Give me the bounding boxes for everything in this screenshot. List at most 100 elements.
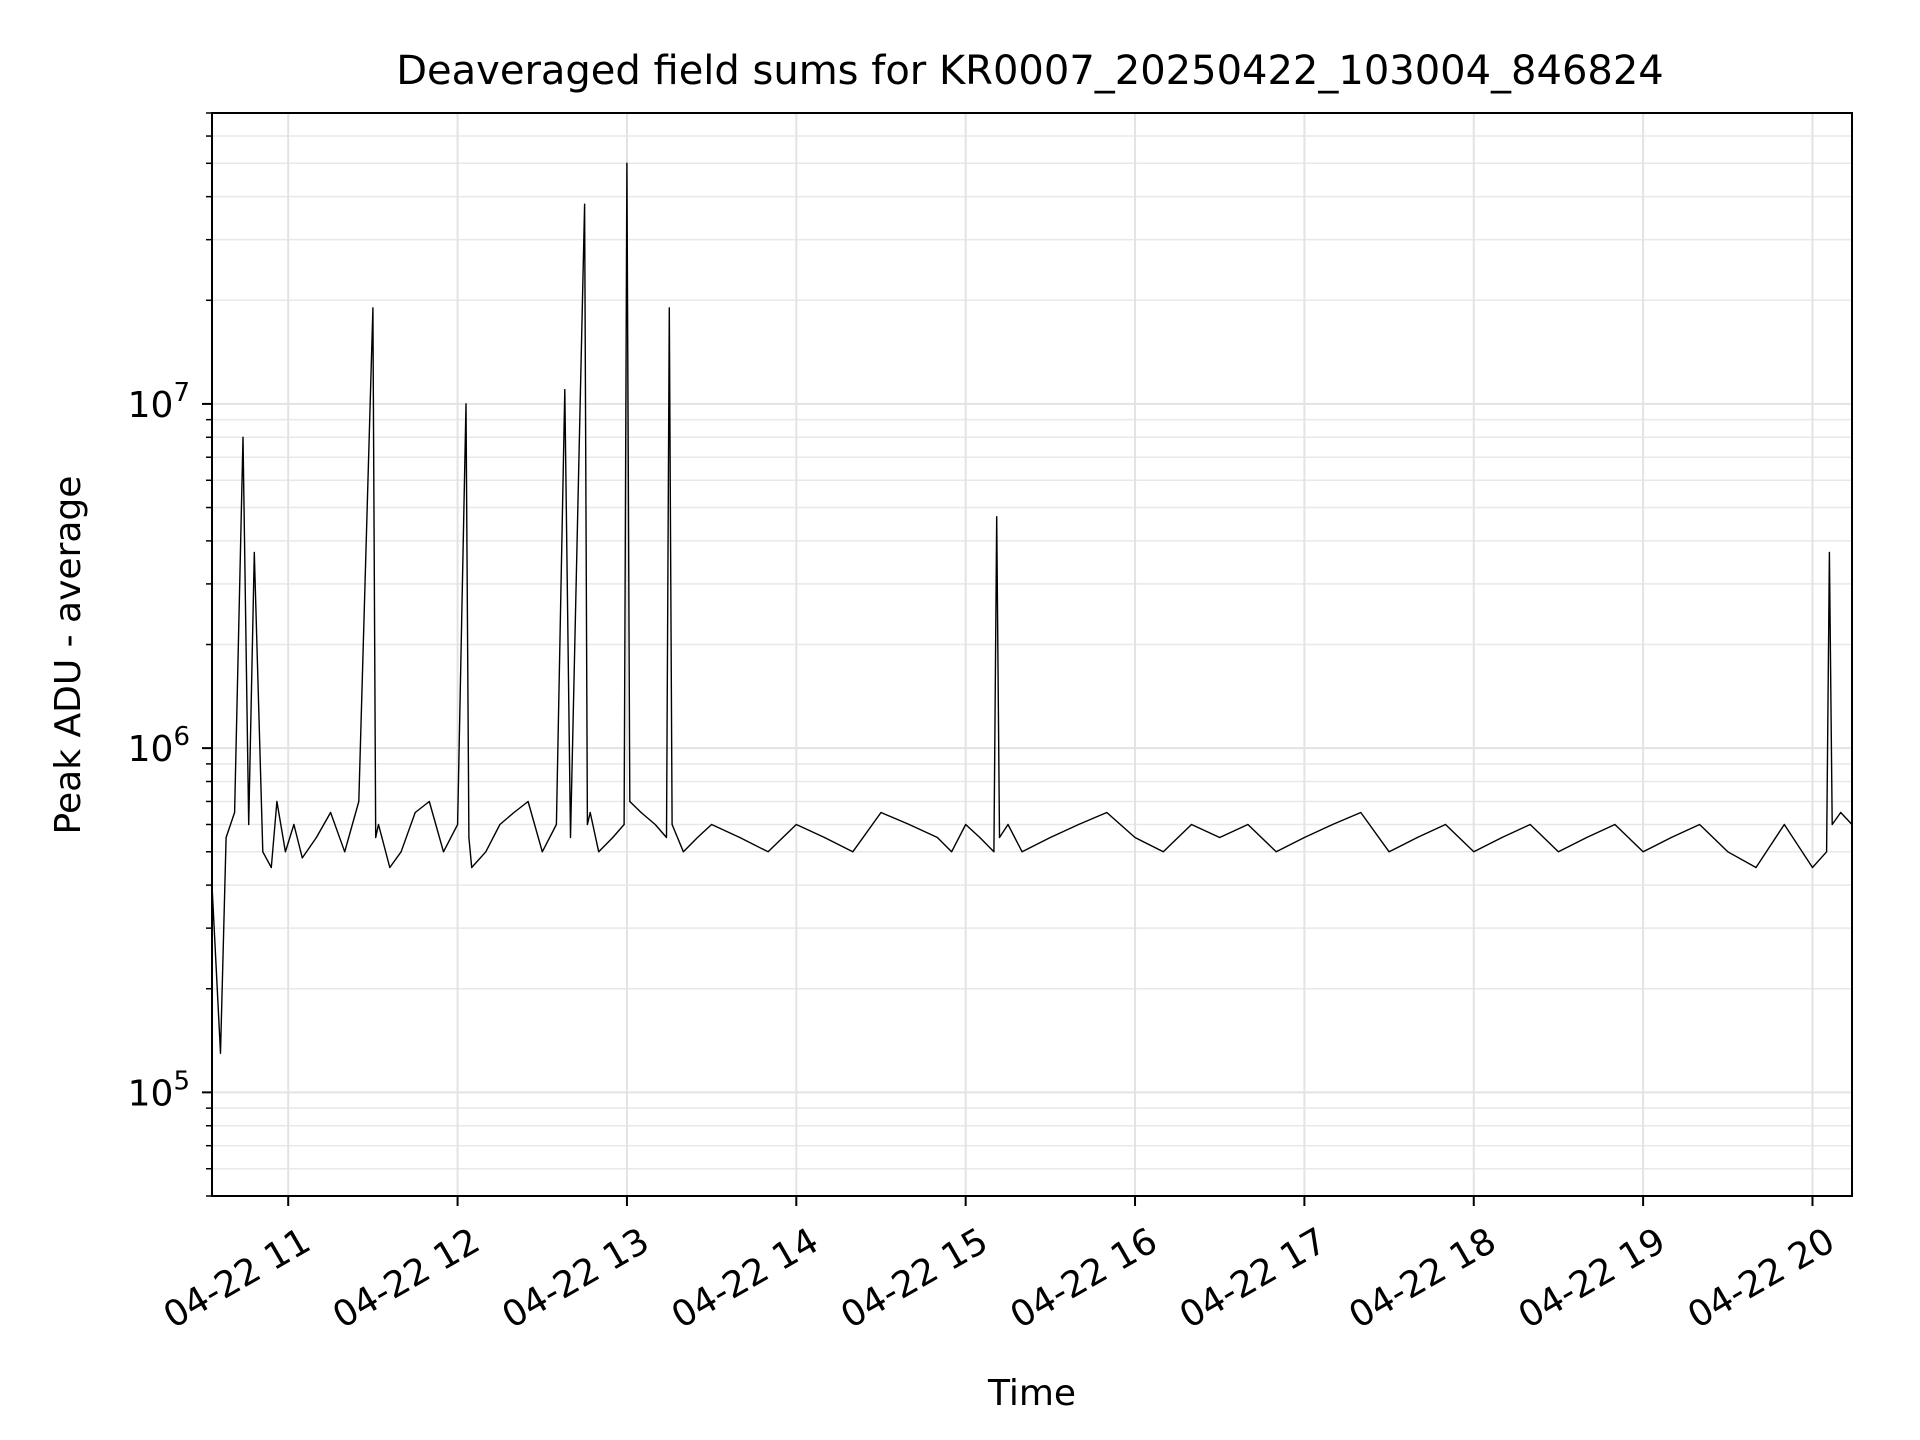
- data-point: [1332, 823, 1334, 826]
- data-point: [1303, 836, 1305, 839]
- data-point: [569, 836, 572, 839]
- data-point: [1586, 836, 1588, 839]
- data-point: [485, 851, 487, 853]
- data-point: [951, 851, 953, 853]
- data-point: [1828, 551, 1830, 554]
- data-point: [372, 307, 374, 309]
- data-point: [996, 516, 998, 518]
- y-tick-base: 10: [128, 385, 174, 426]
- y-tick-label: 106: [128, 722, 190, 770]
- data-point: [377, 823, 380, 826]
- data-point: [234, 811, 236, 814]
- data-point: [414, 811, 416, 814]
- data-point: [358, 800, 360, 803]
- y-tick-label: 107: [128, 378, 190, 426]
- data-point: [852, 851, 854, 853]
- data-point: [1360, 811, 1362, 814]
- data-point: [248, 823, 250, 826]
- y-tick-label: 105: [128, 1066, 190, 1114]
- data-point: [315, 836, 317, 839]
- data-point: [1473, 851, 1475, 853]
- y-tick-exponent: 5: [173, 1066, 190, 1096]
- data-point: [629, 800, 631, 803]
- data-point: [1049, 836, 1051, 839]
- data-point: [998, 836, 1001, 839]
- data-point: [468, 836, 470, 839]
- data-point: [555, 823, 558, 826]
- data-point: [1444, 823, 1447, 826]
- plot-frame: [211, 112, 1853, 1197]
- data-point: [400, 851, 402, 853]
- y-axis-label: Peak ADU - average: [48, 476, 89, 835]
- data-point: [1021, 851, 1023, 853]
- data-point: [640, 811, 642, 814]
- data-point: [936, 836, 939, 839]
- data-point: [225, 836, 227, 839]
- data-point: [1727, 851, 1729, 853]
- data-point: [598, 851, 600, 853]
- data-point: [541, 851, 543, 853]
- data-point: [965, 823, 967, 826]
- data-point: [1388, 851, 1390, 853]
- data-point: [242, 436, 244, 438]
- data-point: [301, 857, 303, 859]
- data-point: [1699, 823, 1701, 826]
- data-point: [589, 811, 591, 814]
- data-point: [344, 851, 346, 853]
- data-point: [375, 836, 377, 839]
- data-point: [612, 836, 614, 839]
- data-point: [527, 800, 529, 803]
- data-point: [823, 836, 826, 839]
- data-point: [795, 823, 797, 826]
- data-point: [1275, 851, 1277, 853]
- data-point: [513, 811, 515, 814]
- data-point: [1501, 836, 1503, 839]
- data-point: [270, 866, 272, 869]
- data-point: [499, 823, 501, 826]
- data-point: [1831, 823, 1833, 826]
- data-point: [471, 866, 473, 869]
- data-point: [457, 823, 459, 826]
- chart-title: Deaveraged field sums for KR0007_2025042…: [396, 48, 1664, 94]
- data-point: [1219, 836, 1221, 839]
- data-point: [739, 836, 741, 839]
- series-line: [211, 162, 1853, 1054]
- data-point: [586, 823, 589, 826]
- data-point: [1642, 851, 1644, 853]
- data-point: [465, 403, 467, 405]
- data-point: [1078, 823, 1080, 826]
- data-point: [276, 800, 278, 803]
- data-point: [293, 823, 295, 826]
- data-point: [1106, 811, 1108, 814]
- data-point: [1783, 823, 1785, 826]
- data-point: [711, 823, 713, 826]
- data-point: [1826, 851, 1828, 853]
- data-point: [1529, 823, 1531, 826]
- data-point: [330, 811, 332, 814]
- data-point: [1247, 823, 1249, 826]
- series-layer: [211, 162, 1853, 1054]
- y-tick-base: 10: [128, 1073, 174, 1114]
- data-point: [1755, 866, 1757, 869]
- data-point: [253, 551, 255, 554]
- data-point: [671, 823, 673, 826]
- data-point: [262, 851, 264, 853]
- data-point: [668, 307, 670, 309]
- data-point: [389, 866, 391, 869]
- data-point: [584, 203, 586, 205]
- y-tick-exponent: 6: [173, 722, 190, 752]
- data-point: [682, 851, 685, 853]
- data-point: [442, 851, 445, 853]
- data-point: [428, 800, 430, 803]
- data-point: [908, 823, 910, 826]
- data-point: [665, 836, 668, 839]
- data-point: [880, 811, 882, 814]
- data-point: [219, 1052, 222, 1054]
- data-point: [1811, 866, 1814, 869]
- data-point: [1162, 851, 1164, 853]
- data-point: [623, 823, 625, 826]
- data-point: [1190, 823, 1193, 826]
- data-point: [1670, 836, 1672, 839]
